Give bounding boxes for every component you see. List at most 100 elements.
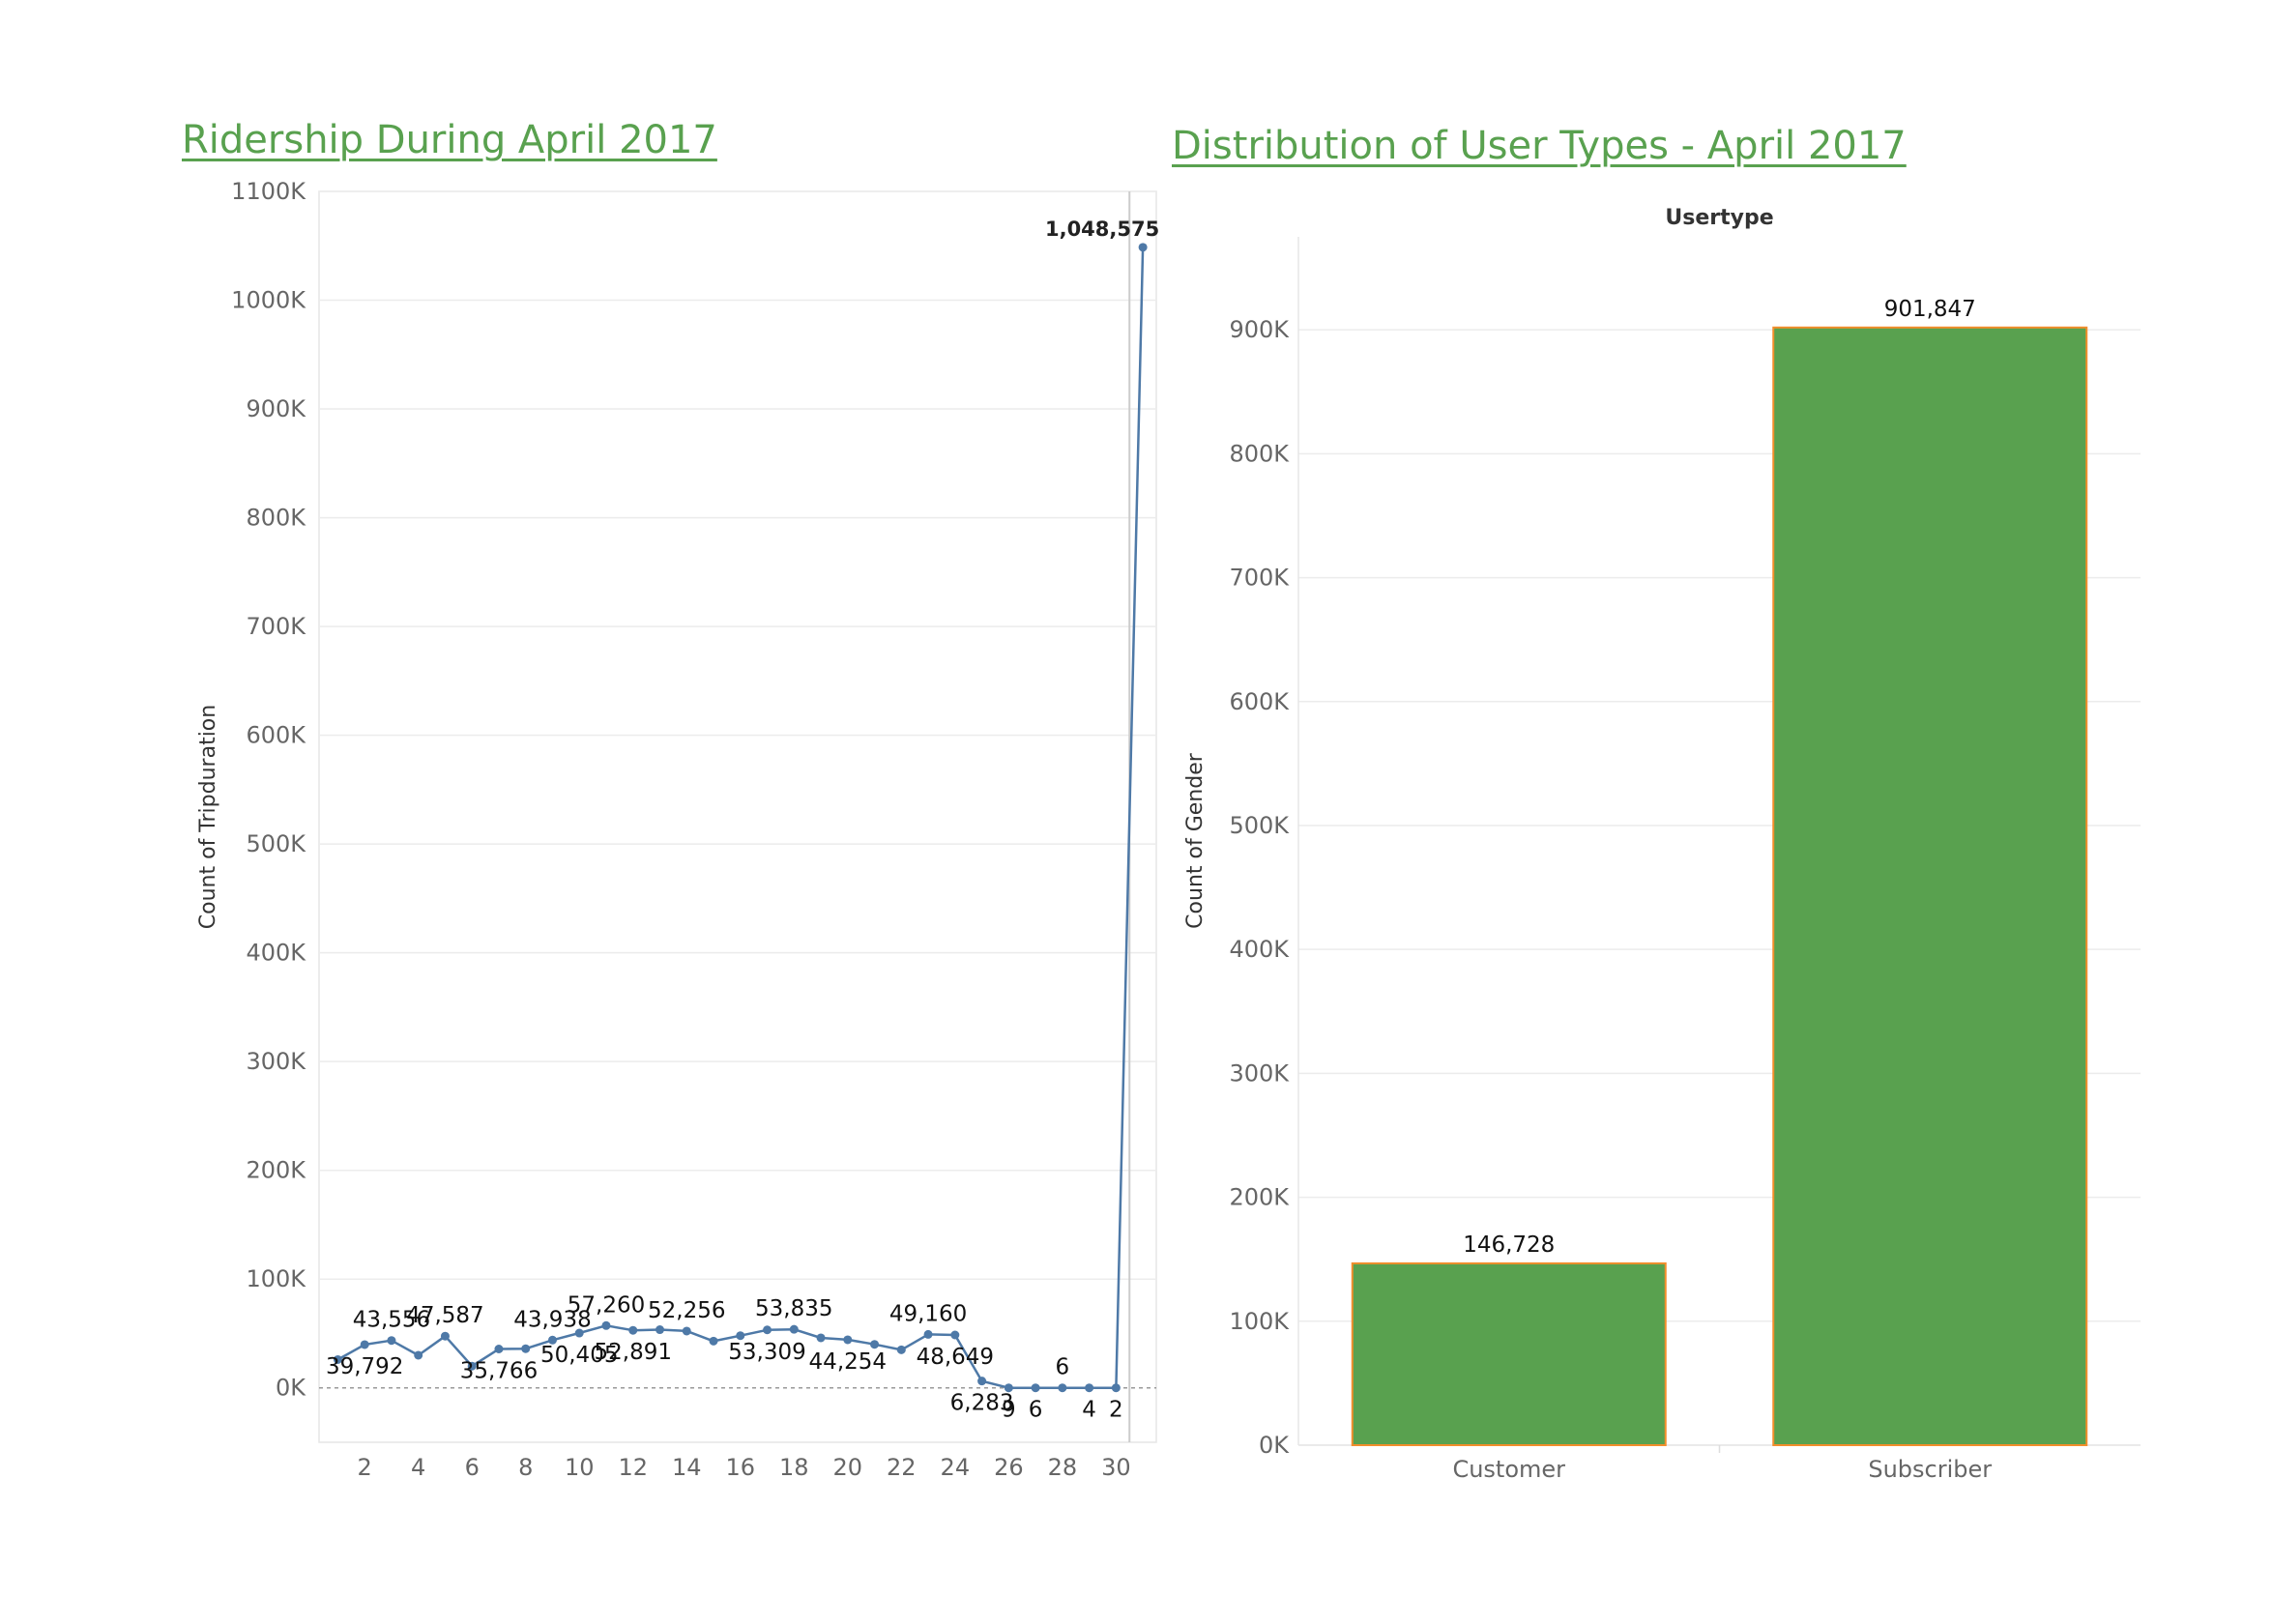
bar-y-tick-label: 300K	[1229, 1059, 1290, 1087]
line-data-label: 1,048,575	[1045, 218, 1159, 241]
bar-y-tick-label: 700K	[1229, 565, 1290, 592]
line-data-label: 2	[1109, 1398, 1123, 1423]
line-data-label: 44,254	[809, 1349, 887, 1375]
line-data-label: 43,556	[353, 1308, 430, 1333]
line-x-tick-label: 24	[941, 1454, 971, 1481]
line-point	[521, 1344, 531, 1353]
line-x-tick-label: 30	[1101, 1454, 1131, 1481]
line-data-label: 52,891	[595, 1340, 672, 1365]
line-chart-title: Ridership During April 2017	[182, 118, 717, 162]
line-point	[816, 1333, 826, 1343]
line-data-label: 53,309	[728, 1340, 805, 1365]
line-x-tick-label: 10	[565, 1454, 595, 1481]
line-data-label: 49,160	[889, 1301, 967, 1326]
line-y-tick-label: 200K	[246, 1157, 306, 1184]
line-y-tick-label: 300K	[246, 1048, 306, 1075]
bar-header-label: Usertype	[1665, 206, 1773, 230]
line-point	[950, 1330, 960, 1340]
line-point	[682, 1326, 691, 1336]
line-point	[655, 1325, 665, 1335]
bar-value-label: 901,847	[1884, 297, 1976, 322]
line-x-tick-label: 22	[887, 1454, 917, 1481]
line-data-label: 52,256	[648, 1298, 725, 1323]
line-data-label: 47,587	[406, 1303, 483, 1328]
bar-y-tick-label: 400K	[1229, 936, 1290, 963]
bar-y-tick-label: 200K	[1229, 1184, 1290, 1211]
line-y-tick-label: 1000K	[231, 287, 306, 314]
line-data-label: 48,649	[917, 1345, 994, 1370]
line-point	[1085, 1383, 1094, 1393]
bar-value-label: 146,728	[1463, 1232, 1555, 1258]
line-y-tick-label: 500K	[246, 830, 306, 857]
line-y-tick-label: 100K	[246, 1265, 306, 1292]
bar-chart-title: Distribution of User Types - April 2017	[1172, 124, 1907, 168]
bar-category-label: Subscriber	[1868, 1456, 1992, 1483]
line-data-label: 6	[1029, 1398, 1043, 1423]
bar-y-axis-title: Count of Gender	[1183, 752, 1208, 929]
line-data-label: 50,405	[540, 1343, 618, 1368]
line-x-tick-label: 18	[779, 1454, 809, 1481]
bar-category-label: Customer	[1452, 1456, 1565, 1483]
line-point	[763, 1325, 772, 1335]
bar-y-tick-label: 800K	[1229, 440, 1290, 467]
line-point	[736, 1331, 745, 1341]
line-data-label: 35,766	[460, 1358, 538, 1383]
bar-chart: Usertype 0K 100K 200K 300K 400K 500K 600K 700K 80…	[1183, 206, 2141, 1483]
line-x-tick-label: 8	[518, 1454, 533, 1481]
line-point	[333, 1354, 342, 1364]
line-y-tick-label: 0K	[276, 1375, 306, 1402]
line-x-tick-label: 28	[1048, 1454, 1078, 1481]
line-data-label: 4	[1082, 1398, 1096, 1423]
bar-y-tick-label: 900K	[1229, 316, 1290, 343]
bar-y-tick-label: 500K	[1229, 812, 1290, 839]
line-point	[1058, 1383, 1067, 1393]
line-point	[547, 1335, 557, 1345]
line-data-label: 6,283	[950, 1391, 1014, 1416]
line-point	[843, 1335, 853, 1345]
line-point	[467, 1361, 477, 1371]
line-x-tick-label: 6	[465, 1454, 480, 1481]
line-point	[923, 1329, 933, 1339]
line-data-label: 53,835	[755, 1296, 832, 1321]
line-y-tick-label: 800K	[246, 505, 306, 532]
line-data-label: 6	[1056, 1355, 1070, 1380]
line-x-tick-label: 20	[833, 1454, 863, 1481]
line-point	[494, 1344, 504, 1353]
line-point	[360, 1340, 369, 1349]
line-point	[1004, 1383, 1013, 1393]
line-point	[977, 1377, 987, 1386]
line-point	[387, 1336, 396, 1346]
line-x-tick-label: 4	[411, 1454, 425, 1481]
line-x-tick-label: 12	[618, 1454, 648, 1481]
line-y-tick-label: 400K	[246, 940, 306, 967]
bar-y-tick-label: 0K	[1259, 1432, 1290, 1459]
line-data-label: 39,792	[326, 1354, 403, 1379]
line-chart: 0K 100K 200K 300K 400K 500K 600K 700K 800K 900K 10…	[196, 178, 1159, 1481]
line-y-tick-label: 600K	[246, 722, 306, 749]
line-point	[896, 1345, 906, 1354]
line-data-label: 57,260	[568, 1292, 645, 1318]
bar-subscriber	[1772, 326, 2088, 1446]
line-point	[870, 1340, 880, 1349]
line-point	[414, 1350, 423, 1360]
line-y-axis-title: Count of Tripduration	[196, 705, 220, 929]
line-point	[601, 1320, 611, 1330]
line-x-tick-label: 14	[672, 1454, 702, 1481]
line-point	[574, 1328, 584, 1338]
line-x-tick-label: 2	[358, 1454, 372, 1481]
line-data-label: 9	[1002, 1398, 1016, 1423]
line-point	[1138, 243, 1148, 252]
line-x-tick-label: 16	[726, 1454, 756, 1481]
bar-y-tick-label: 100K	[1229, 1308, 1290, 1335]
line-y-tick-label: 1100K	[231, 178, 306, 205]
line-data-label: 43,938	[513, 1307, 591, 1332]
bar-customer	[1351, 1262, 1667, 1447]
line-x-tick-label: 26	[994, 1454, 1024, 1481]
line-point	[1031, 1383, 1040, 1393]
line-y-tick-label: 900K	[246, 395, 306, 422]
line-point	[709, 1336, 718, 1346]
line-point	[628, 1325, 638, 1335]
line-y-tick-label: 700K	[246, 613, 306, 640]
bar-y-tick-label: 600K	[1229, 688, 1290, 715]
line-point	[1111, 1383, 1121, 1393]
